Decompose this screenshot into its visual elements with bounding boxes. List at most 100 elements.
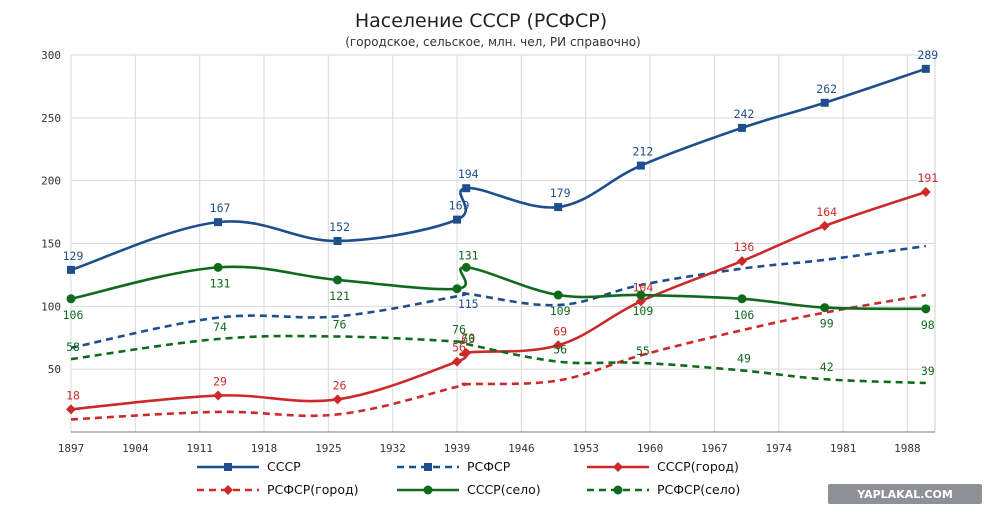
data-point — [461, 262, 471, 272]
data-label: 152 — [329, 220, 350, 234]
data-label: 42 — [820, 360, 834, 374]
series-line — [70, 334, 926, 385]
legend: СССР РСФСР СССР(город) РСФСР(город) СССР(сел… — [197, 459, 740, 497]
data-label: 76 — [333, 317, 347, 331]
x-tick-label: 1911 — [186, 442, 213, 455]
legend-marker — [424, 463, 432, 471]
data-label: 115 — [458, 297, 479, 311]
data-label: 169 — [449, 199, 470, 213]
data-label: 74 — [213, 320, 227, 334]
legend-label: СССР(село) — [467, 482, 541, 497]
series-0 — [67, 64, 930, 274]
data-label: 167 — [210, 201, 231, 215]
data-point — [66, 404, 76, 415]
x-tick-label: 1981 — [830, 442, 857, 455]
data-point — [213, 262, 223, 272]
watermark-text: YAPLAKAL.COM — [856, 488, 953, 501]
series-1 — [70, 244, 926, 350]
data-label: 179 — [550, 186, 571, 200]
y-tick-label: 50 — [48, 363, 61, 376]
data-point — [921, 304, 931, 314]
series-5 — [70, 334, 926, 385]
data-point — [554, 203, 563, 212]
data-label: 63 — [461, 332, 475, 346]
data-point — [553, 340, 564, 351]
y-tick-label: 300 — [41, 49, 61, 62]
legend-item: РСФСР(село) — [587, 482, 740, 497]
x-tick-label: 1974 — [765, 442, 792, 455]
data-label: 262 — [816, 82, 837, 96]
data-label: 109 — [632, 304, 653, 318]
data-label: 55 — [636, 344, 650, 358]
legend-label: РСФСР(город) — [267, 482, 359, 497]
legend-item: СССР(село) — [397, 482, 541, 497]
series-line — [70, 244, 926, 350]
data-point — [213, 390, 224, 401]
data-label: 29 — [213, 375, 227, 389]
y-tick-label: 150 — [41, 238, 61, 251]
data-label: 76 — [452, 323, 466, 337]
x-tick-label: 1953 — [572, 442, 599, 455]
watermark: YAPLAKAL.COM — [828, 484, 982, 504]
data-label: 18 — [66, 388, 80, 402]
data-label: 194 — [458, 167, 479, 181]
y-tick-label: 100 — [41, 300, 61, 313]
data-point — [921, 64, 930, 73]
chart-title: Население СССР (РСФСР) — [355, 10, 607, 32]
data-label: 242 — [734, 107, 755, 121]
data-label: 98 — [921, 318, 935, 332]
data-label: 106 — [734, 308, 755, 322]
data-point — [333, 236, 342, 245]
grid-lines — [70, 54, 936, 433]
data-label: 56 — [553, 343, 567, 357]
x-tick-label: 1939 — [444, 442, 471, 455]
data-point — [452, 284, 462, 294]
data-point — [333, 275, 343, 285]
series-4 — [66, 262, 931, 314]
data-label: 129 — [63, 249, 84, 263]
data-label: 56 — [452, 341, 466, 355]
legend-item: РСФСР(город) — [197, 482, 359, 497]
series-line — [70, 265, 926, 311]
data-point — [635, 296, 646, 307]
data-point — [820, 303, 830, 313]
data-label: 70 — [461, 331, 475, 345]
x-tick-label: 1925 — [315, 442, 342, 455]
data-label: 49 — [737, 351, 751, 365]
x-tick-label: 1897 — [58, 442, 85, 455]
data-point — [636, 290, 646, 300]
data-label: 26 — [333, 378, 347, 392]
legend-marker — [613, 462, 623, 472]
series-2 — [66, 186, 931, 415]
data-point — [453, 215, 462, 224]
data-label: 131 — [458, 248, 479, 262]
series-3 — [70, 293, 927, 421]
data-point — [820, 98, 829, 107]
legend-marker — [224, 463, 232, 471]
x-tick-label: 1932 — [379, 442, 406, 455]
data-point — [553, 290, 563, 300]
y-tick-label: 200 — [41, 175, 61, 188]
data-label: 131 — [210, 276, 231, 290]
data-point — [636, 161, 645, 170]
data-point — [736, 256, 747, 267]
legend-marker — [423, 485, 433, 495]
legend-marker — [613, 485, 623, 495]
data-point — [67, 265, 75, 274]
data-label: 212 — [632, 145, 653, 159]
series-line — [70, 293, 927, 421]
data-point — [214, 218, 223, 227]
data-point — [332, 394, 343, 405]
x-tick-label: 1960 — [637, 442, 664, 455]
data-point — [737, 123, 746, 132]
data-labels-layer: 129 167 152 169 194 179 212 242 262 289 115 18 29 26 5… — [63, 48, 939, 403]
data-label: 99 — [820, 317, 834, 331]
chart-subtitle: (городское, сельское, млн. чел, РИ справ… — [345, 35, 641, 49]
legend-label: РСФСР — [467, 459, 511, 474]
series-line — [70, 67, 927, 272]
series-layer — [66, 64, 931, 421]
data-point — [461, 347, 472, 358]
data-label: 121 — [329, 289, 350, 303]
x-tick-label: 1918 — [251, 442, 278, 455]
